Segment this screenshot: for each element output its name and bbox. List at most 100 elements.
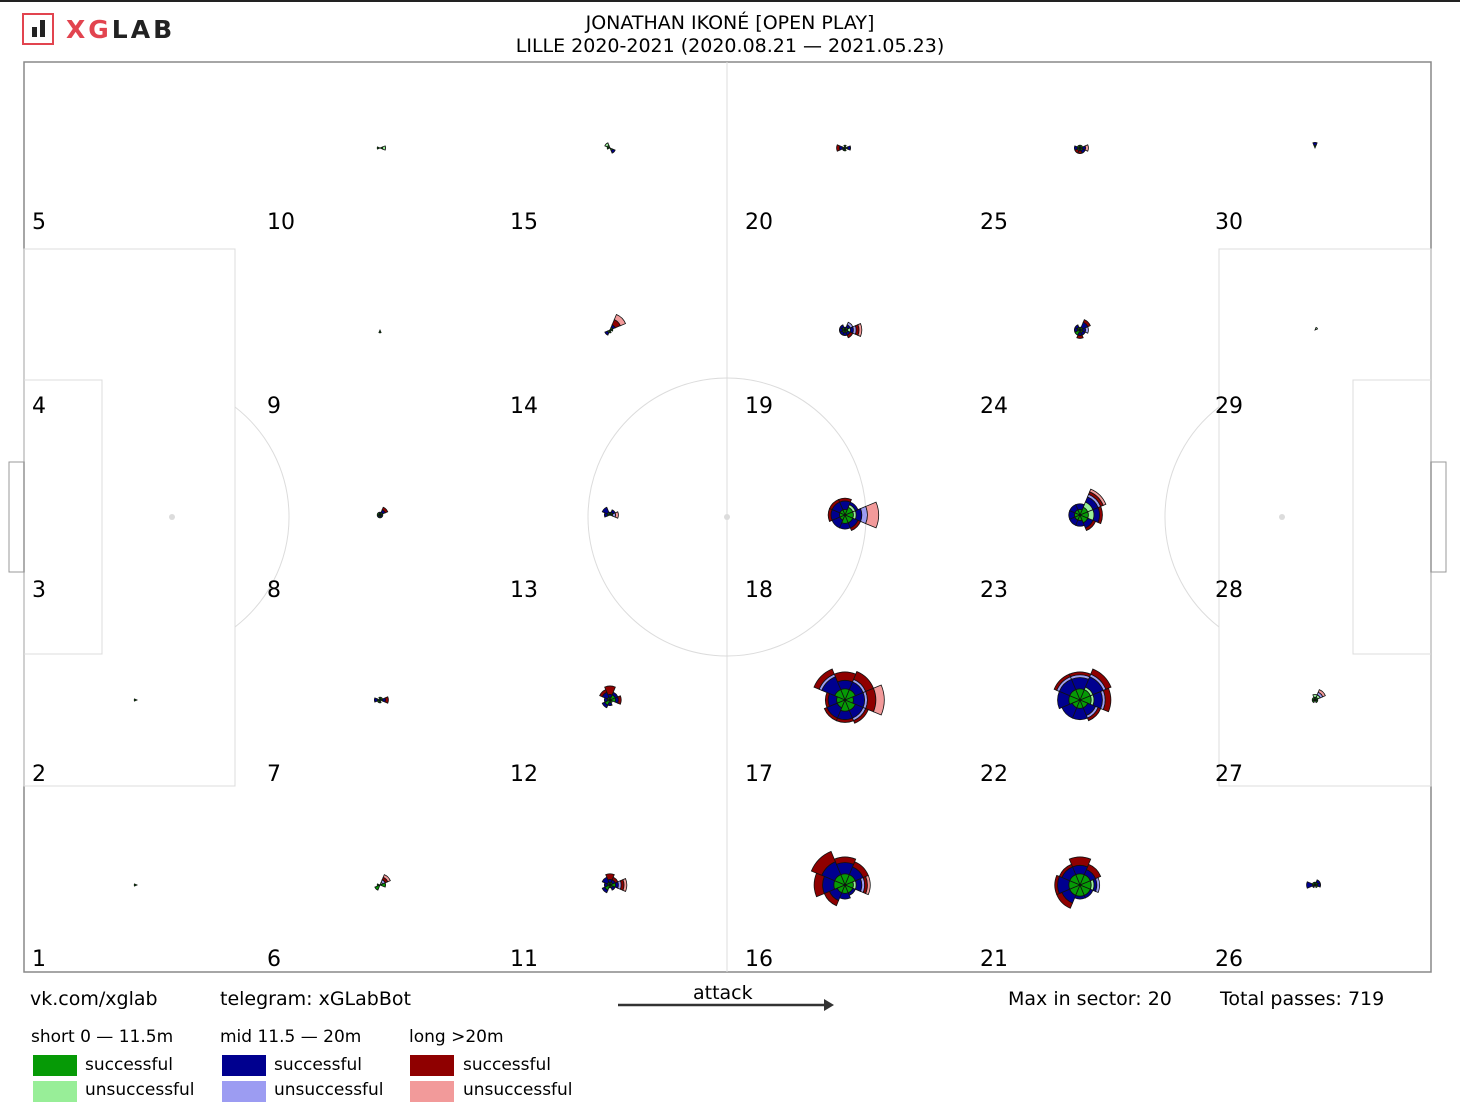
telegram-link[interactable]: telegram: xGLabBot bbox=[220, 988, 411, 1010]
rose-sector bbox=[374, 884, 381, 891]
rose-sector bbox=[610, 885, 616, 891]
bar-chart-icon bbox=[22, 13, 54, 45]
rose-sector bbox=[853, 708, 869, 724]
zone-label: 24 bbox=[980, 394, 1008, 419]
zone-label: 14 bbox=[510, 394, 538, 419]
rose-sector bbox=[1311, 884, 1316, 889]
vk-link[interactable]: vk.com/xglab bbox=[30, 988, 158, 1010]
rose-sector bbox=[1314, 326, 1319, 331]
zone-label: 23 bbox=[980, 578, 1008, 603]
rose-sector bbox=[378, 328, 382, 334]
legend-short-fail-label: unsuccessful bbox=[85, 1080, 195, 1100]
rose-sector bbox=[846, 321, 854, 329]
rose-sector bbox=[376, 146, 382, 150]
zone-label: 5 bbox=[32, 210, 46, 235]
rose-sector bbox=[1311, 699, 1316, 704]
rose-sector bbox=[1315, 879, 1321, 885]
attack-label: attack bbox=[693, 982, 753, 1004]
rose-sector bbox=[384, 696, 389, 704]
zone-label: 11 bbox=[510, 947, 538, 972]
zone-label: 30 bbox=[1215, 210, 1243, 235]
rose-sector bbox=[847, 887, 856, 896]
rose-sector bbox=[1090, 668, 1112, 690]
zone-label: 25 bbox=[980, 210, 1008, 235]
rose-sector bbox=[1080, 330, 1086, 336]
zone-label: 2 bbox=[32, 762, 46, 787]
rose-sector bbox=[382, 145, 386, 151]
top-border-line bbox=[0, 0, 1460, 2]
rose-sector bbox=[1053, 673, 1071, 691]
legend-long-fail-label: unsuccessful bbox=[463, 1080, 573, 1100]
logo-lab: LAB bbox=[111, 14, 176, 44]
rose-sector bbox=[601, 876, 610, 885]
zone-label: 27 bbox=[1215, 762, 1243, 787]
rose-sector bbox=[1306, 881, 1313, 889]
rose-sector bbox=[1089, 488, 1107, 506]
right-penalty-spot bbox=[1279, 514, 1285, 520]
zone-label: 10 bbox=[267, 210, 295, 235]
rose-sector bbox=[836, 144, 841, 152]
rose-sector bbox=[604, 330, 610, 336]
legend-long-success-swatch bbox=[410, 1055, 454, 1076]
legend-short-success-label: successful bbox=[85, 1055, 173, 1075]
rose-sector bbox=[604, 512, 608, 518]
rose-sector bbox=[1056, 891, 1074, 909]
rose-sector bbox=[607, 702, 613, 706]
zone-label: 29 bbox=[1215, 394, 1243, 419]
rose-sector bbox=[613, 313, 627, 327]
rose-sector bbox=[857, 323, 863, 337]
rose-sector bbox=[133, 698, 139, 702]
zone-label: 12 bbox=[510, 762, 538, 787]
total-passes: Total passes: 719 bbox=[1220, 988, 1385, 1010]
zone-label: 1 bbox=[32, 947, 46, 972]
left-penalty-spot bbox=[169, 514, 175, 520]
left-goal bbox=[8, 461, 25, 573]
rose-sector bbox=[606, 146, 612, 150]
legend-short-title: short 0 — 11.5m bbox=[31, 1027, 174, 1047]
zone-label: 26 bbox=[1215, 947, 1243, 972]
rose-sector bbox=[1314, 699, 1319, 704]
rose-sector bbox=[604, 142, 610, 148]
right-goal bbox=[1430, 461, 1447, 573]
zone-label: 18 bbox=[745, 578, 773, 603]
rose-sector bbox=[872, 684, 885, 716]
right-six-yard-box bbox=[1352, 379, 1432, 655]
rose-sector bbox=[1317, 689, 1326, 698]
zone-label: 20 bbox=[745, 210, 773, 235]
rose-sector bbox=[610, 509, 616, 515]
chart-title: JONATHAN IKONÉ [OPEN PLAY] LILLE 2020-20… bbox=[330, 12, 1130, 58]
zone-label: 22 bbox=[980, 762, 1008, 787]
rose-sector bbox=[833, 671, 857, 683]
xglab-logo: XGLAB bbox=[22, 12, 175, 46]
rose-sector bbox=[1057, 690, 1071, 710]
rose-sector bbox=[846, 331, 854, 339]
legend-short-fail-swatch bbox=[33, 1081, 77, 1102]
rose-sector bbox=[599, 689, 608, 698]
rose-sector bbox=[1082, 319, 1091, 328]
title-line-season: LILLE 2020-2021 (2020.08.21 — 2021.05.23… bbox=[515, 35, 945, 57]
legend-mid-fail-label: unsuccessful bbox=[274, 1080, 384, 1100]
left-penalty-box bbox=[23, 248, 236, 787]
zone-label: 9 bbox=[267, 394, 281, 419]
logo-xg: XG bbox=[66, 14, 112, 44]
rose-sector bbox=[1083, 888, 1094, 899]
rose-sector bbox=[374, 697, 378, 703]
rose-sector bbox=[601, 886, 609, 894]
title-line-player: JONATHAN IKONÉ [OPEN PLAY] bbox=[585, 12, 875, 34]
zone-label: 15 bbox=[510, 210, 538, 235]
rose-sector bbox=[810, 850, 836, 876]
zone-label: 21 bbox=[980, 947, 1008, 972]
rose-sector bbox=[827, 508, 833, 522]
rose-sector bbox=[813, 872, 825, 898]
rose-sector bbox=[610, 148, 616, 154]
legend-mid-success-label: successful bbox=[274, 1055, 362, 1075]
zone-label: 28 bbox=[1215, 578, 1243, 603]
rose-sector bbox=[378, 696, 382, 702]
max-in-sector: Max in sector: 20 bbox=[1008, 988, 1172, 1010]
rose-sector bbox=[1080, 148, 1086, 154]
rose-sector bbox=[379, 514, 384, 519]
rose-sector bbox=[813, 668, 835, 690]
zone-label: 8 bbox=[267, 578, 281, 603]
rose-sector bbox=[605, 873, 615, 881]
